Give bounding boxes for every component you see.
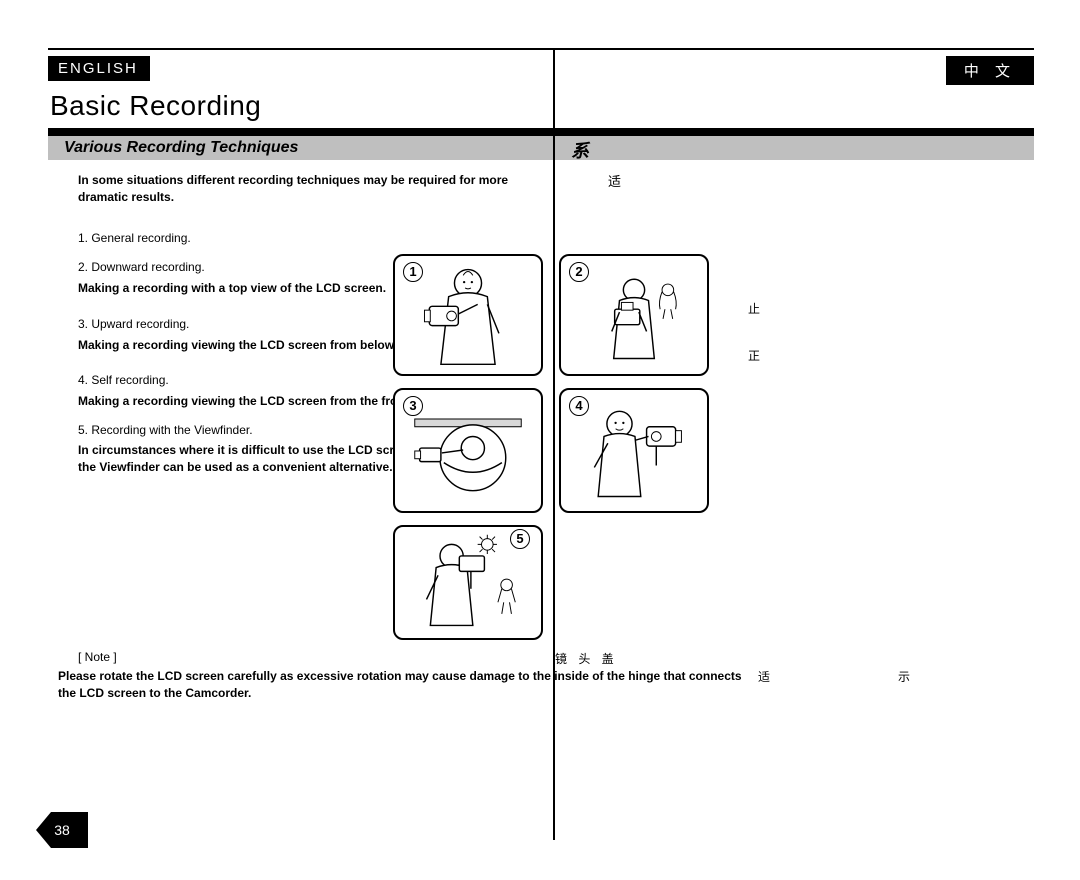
cn-item-2: 正 <box>748 347 1018 366</box>
item-general-recording: 1. General recording. <box>78 230 423 247</box>
divider-bar <box>48 128 1034 136</box>
technique-list-english: 1. General recording. 2. Downward record… <box>78 230 423 488</box>
note-cn-b: 示 <box>898 668 910 686</box>
note-cn-a: 适 <box>758 668 770 686</box>
figure-2-illustration <box>561 256 707 374</box>
figure-1-illustration <box>395 256 541 374</box>
note-label-english: [ Note ] <box>78 650 117 664</box>
cn-item-1: 止 <box>748 300 1018 319</box>
manual-page: ENGLISH 中 文 Basic Recording Various Reco… <box>48 48 1034 848</box>
figure-2-downward: 2 <box>559 254 709 376</box>
chapter-title: Basic Recording <box>50 90 261 122</box>
language-label-english: ENGLISH <box>48 56 150 81</box>
item-viewfinder-recording: 5. Recording with the Viewfinder. <box>78 422 423 439</box>
figure-4-illustration <box>561 390 707 511</box>
language-label-chinese: 中 文 <box>946 56 1034 85</box>
page-number-badge: 38 <box>36 812 88 848</box>
figure-1-general: 1 <box>393 254 543 376</box>
item-self-recording: 4. Self recording. <box>78 372 423 389</box>
note-label-chinese: 镜 头 盖 <box>555 650 618 667</box>
figure-5-viewfinder: 5 <box>393 525 543 640</box>
center-vertical-divider <box>553 50 555 840</box>
intro-text-chinese: 适 <box>608 172 1028 192</box>
item-upward-recording: 3. Upward recording. <box>78 316 423 333</box>
note-text-english: Please rotate the LCD screen carefully a… <box>58 668 758 702</box>
figure-5-illustration <box>395 527 541 638</box>
section-heading-chinese: 系 <box>555 136 1034 160</box>
item-downward-recording: 2. Downward recording. <box>78 259 423 276</box>
section-heading-english: Various Recording Techniques <box>48 136 553 160</box>
section-heading-bar: Various Recording Techniques 系 <box>48 136 1034 160</box>
intro-text-english: In some situations different recording t… <box>78 172 548 206</box>
figure-4-self: 4 <box>559 388 709 513</box>
item-viewfinder-sub: In circumstances where it is difficult t… <box>78 442 423 476</box>
page-number: 38 <box>36 812 88 848</box>
item-downward-sub: Making a recording with a top view of th… <box>78 280 423 297</box>
figure-3-illustration <box>395 390 541 511</box>
figure-3-upward: 3 <box>393 388 543 513</box>
technique-list-chinese: 止 正 <box>748 230 1018 378</box>
item-self-sub: Making a recording viewing the LCD scree… <box>78 393 423 410</box>
item-upward-sub: Making a recording viewing the LCD scree… <box>78 337 423 354</box>
